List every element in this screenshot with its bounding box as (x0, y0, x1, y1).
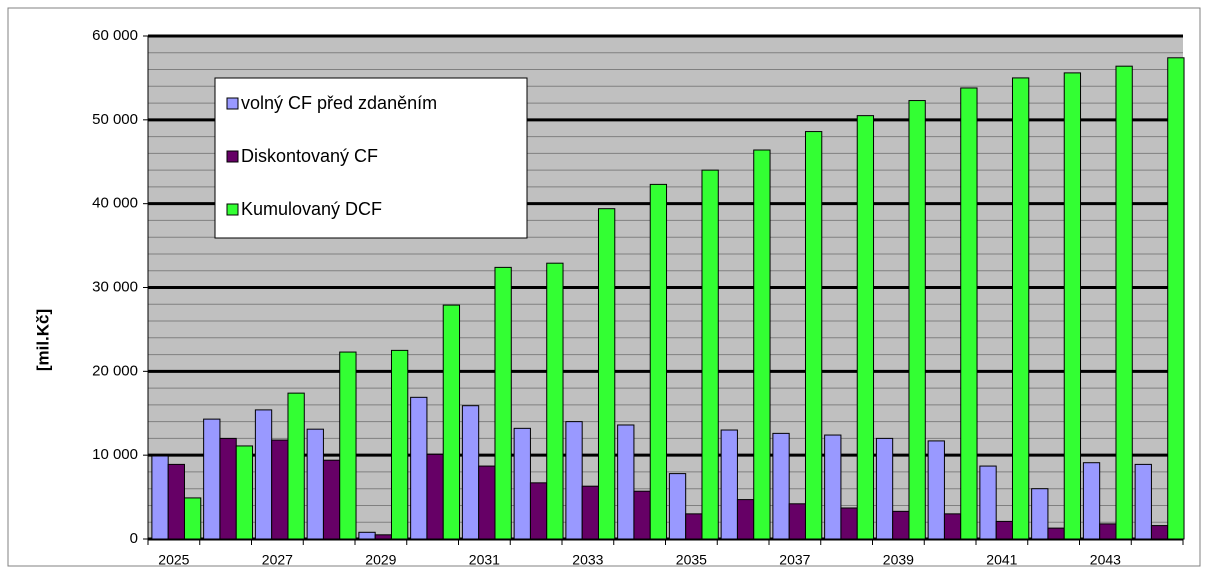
bar (306, 428, 324, 540)
x-tick-label: 2025 (158, 552, 189, 568)
bar (271, 439, 289, 540)
bar (461, 405, 480, 540)
bar (167, 463, 185, 540)
y-tick-label: 30 000 (92, 278, 138, 295)
bar (1150, 525, 1169, 540)
bar (565, 421, 583, 540)
x-tick-label: 2039 (883, 552, 914, 568)
y-tick-label: 50 000 (92, 111, 138, 128)
bar (979, 465, 997, 540)
bar (840, 507, 858, 540)
bar (390, 349, 409, 540)
legend-label: volný CF před zdaněním (241, 93, 437, 113)
bar (546, 262, 564, 540)
bar (875, 437, 894, 540)
y-tick-label: 60 000 (92, 27, 138, 44)
bar (753, 149, 771, 540)
bar (908, 100, 926, 540)
bar (494, 266, 512, 540)
bar (1063, 72, 1082, 540)
bar (772, 432, 790, 540)
legend-swatch (226, 97, 239, 110)
x-tick-label: 2041 (986, 552, 1017, 568)
bar (235, 445, 254, 540)
bar (410, 396, 428, 540)
y-tick-label: 10 000 (92, 446, 138, 463)
bar (322, 459, 341, 540)
x-tick-label: 2037 (779, 552, 810, 568)
x-tick-label: 2031 (469, 552, 500, 568)
bar (1115, 65, 1133, 540)
bar (339, 351, 357, 540)
x-tick-label: 2035 (676, 552, 707, 568)
bar (358, 531, 376, 540)
y-axis-label: [mil.Kč] (33, 309, 52, 371)
bar (581, 485, 599, 540)
bar (824, 434, 842, 540)
bar (701, 169, 719, 540)
bar (203, 418, 221, 540)
bar (927, 440, 945, 540)
bar (995, 520, 1013, 540)
legend-swatch (226, 203, 239, 216)
bar (856, 115, 875, 540)
bar (1082, 462, 1101, 540)
bar (183, 497, 202, 540)
bar (219, 437, 237, 540)
bar (960, 87, 978, 540)
bar (513, 427, 531, 540)
bar (892, 510, 910, 540)
bar (442, 304, 461, 540)
bar (426, 453, 444, 540)
legend (214, 77, 528, 239)
bar (720, 429, 738, 540)
bar (1167, 57, 1185, 540)
bar (478, 465, 496, 540)
bar (943, 513, 962, 540)
bar (1011, 77, 1030, 540)
bar (668, 473, 687, 540)
bar (804, 131, 823, 540)
x-tick-label: 2029 (365, 552, 396, 568)
x-tick-label: 2033 (572, 552, 603, 568)
bar (374, 534, 392, 540)
bar (685, 513, 703, 540)
bar (633, 490, 651, 540)
bar (287, 392, 305, 540)
bar (788, 503, 806, 540)
legend-swatch (226, 150, 239, 163)
y-tick-label: 40 000 (92, 195, 138, 212)
bar (617, 424, 635, 540)
bar (254, 409, 273, 540)
bar (151, 455, 169, 540)
bar (1047, 527, 1065, 540)
x-tick-label: 2027 (262, 552, 293, 568)
y-tick-label: 20 000 (92, 362, 138, 379)
bar (736, 499, 755, 540)
bar (597, 208, 616, 540)
bar (649, 183, 668, 540)
x-tick-label: 2043 (1090, 552, 1121, 568)
bar (1031, 488, 1049, 540)
bar (1134, 463, 1152, 540)
y-tick-label: 0 (130, 530, 138, 547)
bar (529, 482, 548, 540)
bar (1099, 523, 1117, 540)
legend-label: Diskontovaný CF (241, 146, 378, 166)
legend-label: Kumulovaný DCF (241, 199, 382, 219)
